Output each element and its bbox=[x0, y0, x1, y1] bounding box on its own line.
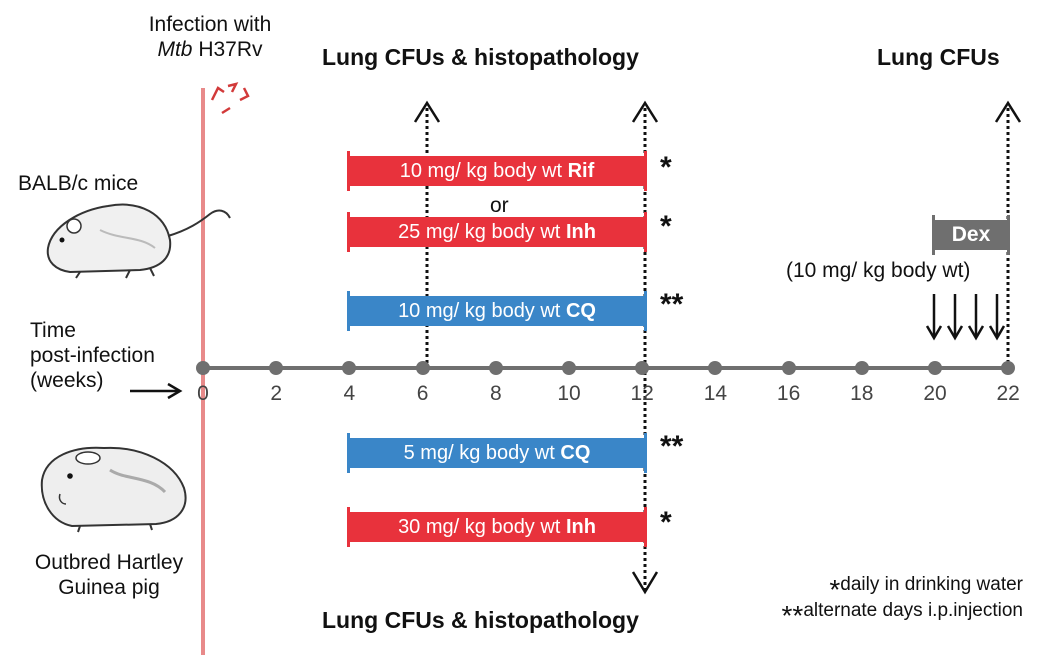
mouse-illustration bbox=[46, 203, 231, 279]
guinea-line1: Outbred Hartley bbox=[34, 551, 184, 574]
bar-mice-inh-drug: Inh bbox=[565, 221, 596, 243]
legend-star-1: * bbox=[829, 574, 841, 605]
mark-mice-inh: * bbox=[660, 210, 672, 243]
strain-name: H37Rv bbox=[192, 38, 263, 62]
bar-gp-cq-text: 5 mg/ kg body wt bbox=[403, 442, 561, 464]
legend-text-1: daily in drinking water bbox=[840, 574, 1023, 595]
title-top-right: Lung CFUs bbox=[877, 44, 1000, 70]
timeline-dot bbox=[196, 361, 210, 375]
infection-burst-icon bbox=[210, 82, 250, 115]
dex-label: Dex bbox=[951, 223, 991, 246]
bar-mice-inh-text: 25 mg/ kg body wt bbox=[398, 221, 566, 243]
infection-label: Infection with Mtb H37Rv bbox=[130, 12, 290, 62]
guinea-pig-label: Outbred Hartley Guinea pig bbox=[14, 550, 204, 600]
bar-mice-rif-text: 10 mg/ kg body wt bbox=[399, 160, 568, 182]
axis-label: Time post-infection (weeks) bbox=[30, 318, 155, 394]
mice-label: BALB/c mice bbox=[18, 172, 139, 195]
axis-label-arrow bbox=[130, 382, 183, 400]
timeline-tick-label: 10 bbox=[557, 382, 581, 405]
mark-mice-rif: * bbox=[660, 151, 672, 184]
timeline-tick-label: 6 bbox=[416, 382, 429, 405]
timeline-tick-label: 4 bbox=[343, 382, 356, 405]
timeline-dot bbox=[488, 361, 503, 375]
guinea-pig-illustration bbox=[40, 446, 187, 533]
timeline-tick-label: 20 bbox=[923, 382, 947, 405]
bar-gp-inh-drug: Inh bbox=[565, 516, 596, 538]
pathogen-name: Mtb bbox=[157, 38, 193, 62]
timeline-tick-label: 14 bbox=[703, 382, 728, 405]
title-top-left: Lung CFUs & histopathology bbox=[322, 44, 639, 70]
mark-gp-cq: ** bbox=[660, 430, 684, 463]
dex-dose-arrows bbox=[925, 294, 1006, 341]
legend-row-1: *daily in drinking water bbox=[782, 574, 1023, 606]
timeline-tick-label: 12 bbox=[630, 382, 654, 405]
legend-text-2: alternate days i.p.injection bbox=[803, 600, 1023, 621]
axis-label-line3: (weeks) bbox=[30, 369, 104, 393]
bar-gp-cq-drug: CQ bbox=[560, 442, 591, 464]
bar-gp-inh: 30 mg/ kg body wt Inh bbox=[347, 507, 647, 547]
bar-mice-rif: 10 mg/ kg body wt Rif bbox=[347, 151, 647, 191]
bar-dex: Dex bbox=[932, 215, 1010, 255]
or-text: or bbox=[490, 194, 509, 217]
bar-mice-cq-drug: CQ bbox=[565, 300, 596, 322]
timeline-tick-label: 16 bbox=[776, 382, 801, 405]
bar-gp-cq: 5 mg/ kg body wt CQ bbox=[347, 433, 647, 473]
bar-gp-inh-text: 30 mg/ kg body wt bbox=[398, 516, 566, 538]
timeline-tick-label: 0 bbox=[197, 382, 209, 405]
legend-row-2: **alternate days i.p.injection bbox=[782, 600, 1023, 632]
timeline-dot bbox=[342, 361, 357, 375]
timeline-dot bbox=[269, 361, 284, 375]
dex-dose: (10 mg/ kg body wt) bbox=[786, 259, 971, 282]
timeline-dot bbox=[781, 361, 796, 375]
infection-line1: Infection with bbox=[148, 13, 272, 36]
timeline-dot bbox=[1001, 361, 1016, 375]
timeline-dot bbox=[562, 361, 576, 375]
axis-label-line1: Time bbox=[30, 319, 76, 342]
guinea-line2: Guinea pig bbox=[58, 576, 160, 600]
legend-star-2: ** bbox=[781, 600, 804, 631]
bar-mice-cq-text: 10 mg/ kg body wt bbox=[398, 300, 566, 322]
bar-mice-rif-drug: Rif bbox=[567, 160, 595, 182]
timeline-tick-label: 22 bbox=[996, 382, 1020, 405]
title-bottom: Lung CFUs & histopathology bbox=[322, 607, 639, 633]
timeline-dot bbox=[708, 361, 723, 375]
infection-line2: Mtb H37Rv bbox=[130, 37, 290, 62]
legend: *daily in drinking water **alternate day… bbox=[782, 574, 1023, 632]
timeline-tick-label: 2 bbox=[270, 382, 283, 405]
timeline-tick-label: 18 bbox=[850, 382, 874, 405]
axis-label-line2: post-infection bbox=[30, 344, 155, 368]
timeline-tick-label: 8 bbox=[489, 382, 502, 405]
bar-mice-cq: 10 mg/ kg body wt CQ bbox=[347, 291, 647, 331]
dotted-arrow-week22 bbox=[994, 100, 1022, 368]
bar-mice-inh: 25 mg/ kg body wt Inh bbox=[347, 212, 647, 252]
timeline-dot bbox=[415, 361, 430, 375]
timeline-dot bbox=[854, 361, 869, 375]
timeline-dot bbox=[635, 361, 650, 375]
timeline-dot bbox=[928, 361, 942, 375]
mark-mice-cq: ** bbox=[660, 288, 684, 321]
mark-gp-inh: * bbox=[660, 506, 672, 539]
